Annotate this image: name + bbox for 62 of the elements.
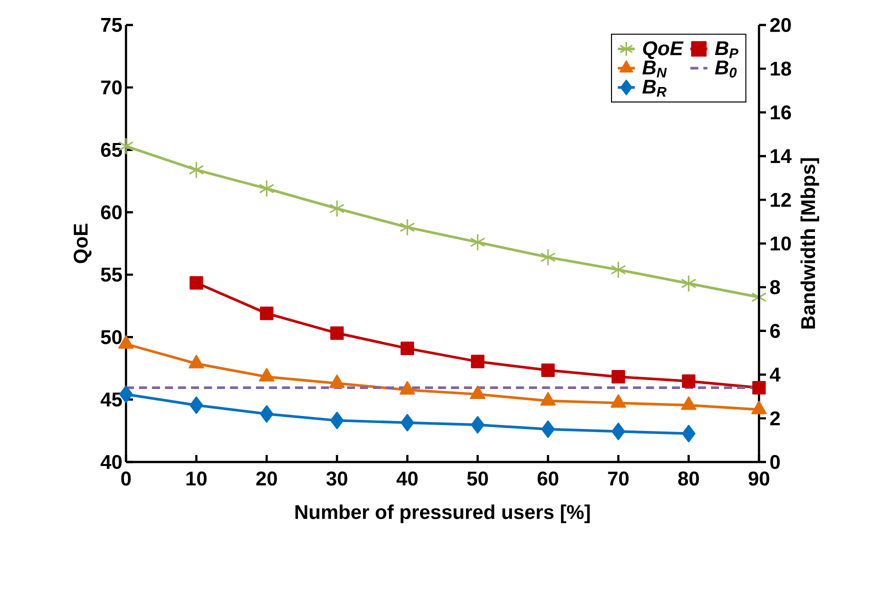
point <box>330 412 344 430</box>
y2-axis-title: Bandwidth [Mbps] <box>800 158 820 328</box>
point <box>540 248 556 266</box>
y2-tick-label: 4 <box>770 368 780 382</box>
legend-label: QoE <box>643 41 684 60</box>
legend-label: B$_{P}$ <box>715 41 738 58</box>
x-tick-label: 40 <box>396 472 418 486</box>
point <box>612 370 626 384</box>
point <box>541 363 555 377</box>
x-tick-label: 90 <box>748 472 770 486</box>
point <box>330 326 344 340</box>
point <box>258 180 274 198</box>
point <box>682 424 696 442</box>
point <box>470 234 486 251</box>
point <box>680 274 696 292</box>
point <box>190 396 204 414</box>
point <box>400 342 414 356</box>
y2-tick-label: 6 <box>770 324 780 338</box>
y2-tick-label: 16 <box>770 105 791 120</box>
y-tick-label: 75 <box>101 18 122 32</box>
point <box>612 422 626 440</box>
y-tick-label: 55 <box>100 268 122 282</box>
x-tick-label: 70 <box>608 472 629 486</box>
point <box>260 405 274 423</box>
legend-label: B$_{0}$ <box>715 60 737 78</box>
x-tick-label: 80 <box>678 472 699 486</box>
point <box>470 416 484 434</box>
y-tick-label: 45 <box>100 392 122 407</box>
y-tick-label: 60 <box>101 205 122 220</box>
y2-tick-label: 12 <box>770 192 791 207</box>
x-tick-label: 30 <box>326 472 348 486</box>
point <box>400 218 416 236</box>
y-axis-title: QoE <box>74 224 92 264</box>
y-tick-label: 70 <box>101 80 122 94</box>
point <box>400 414 414 432</box>
y2-tick-label: 0 <box>770 454 780 470</box>
y2-tick-label: 18 <box>770 62 792 76</box>
x-tick-label: 20 <box>256 472 277 486</box>
point <box>260 306 274 320</box>
x-axis-title: Number of pressured users [%] <box>295 504 590 524</box>
y2-tick-label: 10 <box>770 236 791 251</box>
y2-tick-label: 14 <box>770 149 792 163</box>
point <box>470 354 484 368</box>
point <box>190 276 204 290</box>
legend-label: B$_{N}$ <box>642 60 667 78</box>
point <box>610 260 626 278</box>
y2-tick-label: 20 <box>770 18 791 32</box>
x-tick-label: 0 <box>121 472 131 486</box>
point <box>752 380 766 394</box>
point <box>541 420 555 438</box>
point <box>329 200 345 218</box>
y-tick-label: 40 <box>100 454 122 470</box>
y2-tick-label: 2 <box>770 411 780 426</box>
x-tick-label: 50 <box>467 472 488 486</box>
y2-tick-label: 8 <box>770 280 780 294</box>
point <box>188 161 204 179</box>
point <box>682 374 696 388</box>
x-tick-label: 60 <box>538 472 558 486</box>
y-tick-label: 50 <box>100 330 122 344</box>
y-tick-label: 65 <box>101 142 122 157</box>
legend-label: B$_{R}$ <box>642 80 666 97</box>
x-tick-label: 10 <box>186 472 207 486</box>
